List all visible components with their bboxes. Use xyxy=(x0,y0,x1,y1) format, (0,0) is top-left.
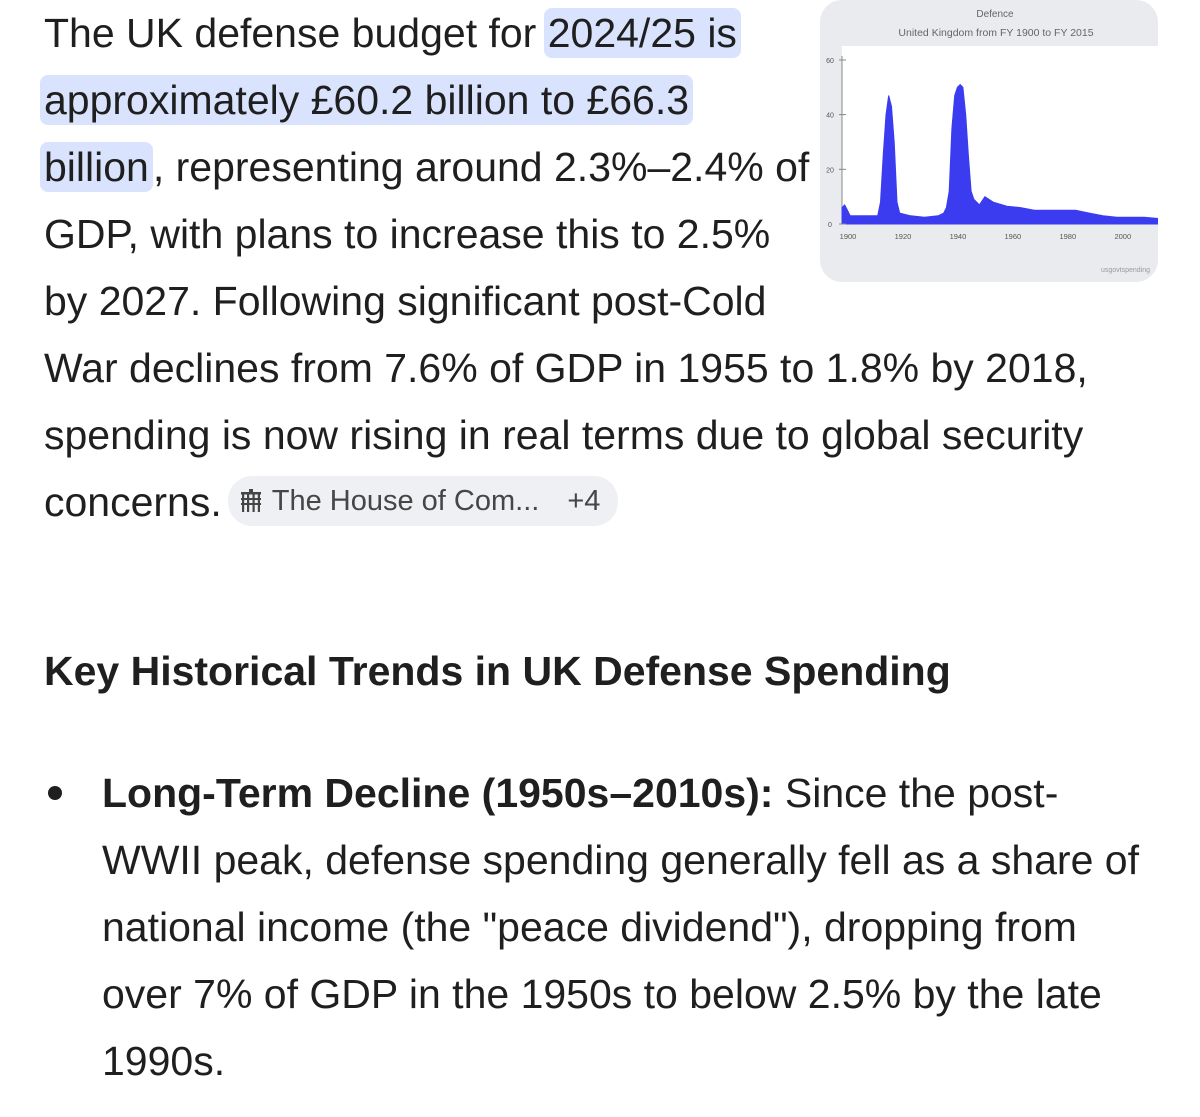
answer-paragraph: The UK defense budget for 2024/25 is app… xyxy=(40,0,1154,536)
x-tick-label: 1920 xyxy=(895,232,912,241)
list-item: Long-Term Decline (1950s–2010s): Since t… xyxy=(44,760,1154,1095)
x-tick-label: 1900 xyxy=(840,232,857,241)
chart-subtitle: United Kingdom from FY 1900 to FY 2015 xyxy=(898,27,1093,39)
bullet-dot xyxy=(48,786,62,800)
answer-text-rest: , representing around 2.3%–2.4% of GDP, … xyxy=(44,144,1088,525)
y-tick-label: 0 xyxy=(828,222,832,229)
y-tick-label: 20 xyxy=(826,167,834,174)
source-chip-more: +4 xyxy=(567,484,601,517)
list-item-title: Long-Term Decline (1950s–2010s): xyxy=(102,770,774,816)
list-item-text: Since the post-WWII peak, defense spendi… xyxy=(102,770,1139,1084)
source-chip[interactable]: The House of Com... +4 xyxy=(227,476,619,527)
x-tick-label: 1960 xyxy=(1005,232,1022,241)
portcullis-icon xyxy=(240,489,261,513)
y-tick-label: 60 xyxy=(826,58,834,65)
defence-spending-chart: Defence United Kingdom from FY 1900 to F… xyxy=(826,9,1158,274)
section-heading: Key Historical Trends in UK Defense Spen… xyxy=(44,648,951,694)
answer-text-start: The UK defense budget for xyxy=(44,10,548,56)
x-tick-label: 2000 xyxy=(1114,232,1131,241)
trend-list: Long-Term Decline (1950s–2010s): Since t… xyxy=(44,760,1154,1095)
answer-block: The UK defense budget for 2024/25 is app… xyxy=(40,0,1154,536)
chart-watermark: usgovtspending xyxy=(1101,267,1150,274)
y-tick-label: 40 xyxy=(826,113,834,120)
chart-thumbnail[interactable]: Defence United Kingdom from FY 1900 to F… xyxy=(820,0,1158,282)
x-tick-label: 1940 xyxy=(950,232,967,241)
spending-area-series xyxy=(841,83,1158,225)
chart-title: Defence xyxy=(976,9,1014,20)
x-tick-label: 1980 xyxy=(1059,232,1076,241)
source-chip-label: The House of Com... xyxy=(271,484,540,517)
